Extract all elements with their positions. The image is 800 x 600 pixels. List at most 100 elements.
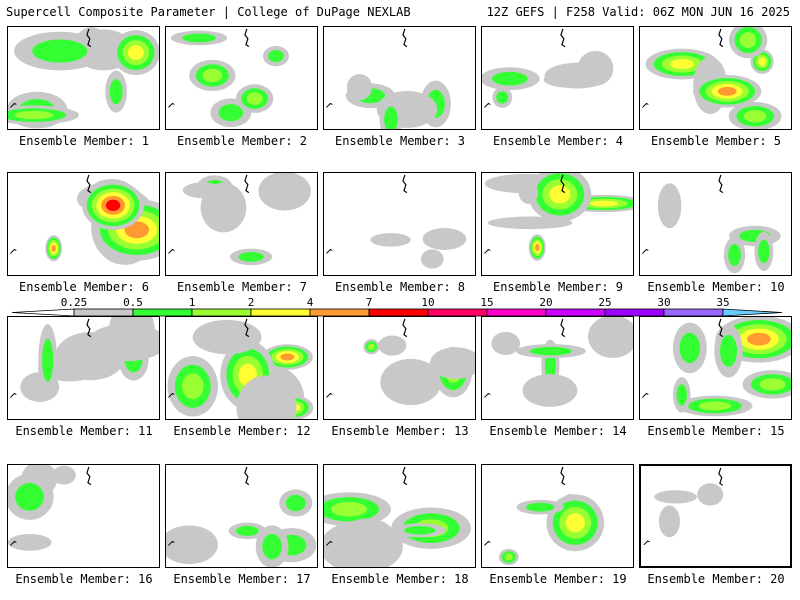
- coastline: [718, 467, 724, 486]
- scp-field-map: [482, 28, 614, 108]
- coastline: [560, 28, 566, 48]
- scp-contour-area: [218, 104, 244, 122]
- coastline: [484, 102, 491, 108]
- color-scale-legend: 0.25 0.5 1 2 4 7 10 15 20 25 30 35: [10, 296, 790, 318]
- scp-contour-area: [238, 251, 264, 262]
- scp-contour-area: [698, 401, 731, 411]
- scp-field-map: [167, 318, 314, 419]
- scp-contour-area: [105, 199, 121, 212]
- scp-contour-area: [518, 181, 539, 204]
- coastline: [560, 318, 566, 338]
- scp-contour-area: [525, 502, 555, 512]
- ensemble-member-map: [165, 316, 318, 420]
- colorbar-tick-label: 15: [480, 296, 493, 309]
- colorbar-tick-label: 30: [657, 296, 670, 309]
- scp-contour-area: [52, 465, 76, 485]
- ensemble-member-label: Ensemble Member: 6: [18, 280, 150, 294]
- scp-contour-area: [430, 347, 475, 379]
- colorbar-segment: [663, 308, 724, 317]
- coastline: [718, 174, 724, 194]
- scp-field-map: [166, 466, 317, 567]
- colorbar-segment: [368, 308, 429, 317]
- run-valid-time: 12Z GEFS | F258 Valid: 06Z MON JUN 16 20…: [486, 5, 790, 19]
- ensemble-member-map: [165, 172, 318, 276]
- coastline: [484, 392, 491, 398]
- ensemble-member-label: Ensemble Member: 4: [492, 134, 624, 148]
- ensemble-member-label: Ensemble Member: 11: [15, 424, 153, 438]
- scp-contour-area: [496, 91, 509, 104]
- ensemble-member-label: Ensemble Member: 12: [173, 424, 311, 438]
- colorbar-segment: [604, 308, 665, 317]
- scp-contour-area: [543, 71, 596, 88]
- scp-contour-area: [720, 334, 738, 367]
- scp-field-map: [168, 28, 289, 128]
- scp-contour-area: [739, 32, 757, 48]
- scp-field-map: [484, 317, 633, 407]
- colorbar-tick-label: 0.25: [61, 296, 88, 309]
- ensemble-member-map: [165, 26, 318, 130]
- colorbar-tick-label: 2: [248, 296, 255, 309]
- colorbar-tick-label: 1: [189, 296, 196, 309]
- coastline: [244, 466, 250, 486]
- scp-contour-area: [236, 375, 297, 419]
- coastline: [643, 540, 650, 546]
- ensemble-member-label: Ensemble Member: 15: [647, 424, 785, 438]
- ensemble-member-label: Ensemble Member: 5: [650, 134, 782, 148]
- colorbar-segment: [191, 308, 252, 317]
- scp-contour-area: [330, 501, 368, 517]
- colorbar-segment: [486, 308, 547, 317]
- scp-field-map: [10, 174, 159, 265]
- scp-contour-area: [384, 106, 398, 129]
- ensemble-member-map: [639, 464, 792, 568]
- coastline: [86, 174, 92, 194]
- colorbar-tick-label: 20: [539, 296, 552, 309]
- scp-contour-area: [534, 243, 540, 252]
- ensemble-member-label: Ensemble Member: 10: [647, 280, 785, 294]
- scp-contour-area: [370, 233, 411, 247]
- colorbar-segment: [250, 308, 311, 317]
- scp-contour-area: [109, 79, 123, 105]
- coastline: [402, 28, 408, 48]
- coastline: [402, 318, 408, 338]
- ensemble-member-label: Ensemble Member: 7: [176, 280, 308, 294]
- colorbar-low-arrow: [11, 308, 75, 317]
- scp-contour-area: [529, 346, 572, 356]
- scp-contour-area: [8, 534, 52, 551]
- scp-contour-area: [758, 57, 766, 66]
- scp-contour-area: [15, 483, 44, 511]
- coastline: [86, 318, 92, 338]
- scp-field-map: [10, 317, 159, 402]
- colorbar-tick-label: 4: [307, 296, 314, 309]
- colorbar-tick-label: 0.5: [123, 296, 143, 309]
- scp-contour-area: [522, 373, 578, 407]
- coastline: [642, 248, 649, 254]
- scp-contour-area: [280, 353, 295, 361]
- scp-contour-area: [658, 505, 681, 538]
- coastline: [10, 392, 17, 398]
- colorbar-segment: [427, 308, 488, 317]
- scp-contour-area: [127, 45, 144, 61]
- ensemble-member-map: [639, 26, 792, 130]
- coastline: [86, 28, 92, 48]
- ensemble-member-label: Ensemble Member: 1: [18, 134, 150, 148]
- coastline: [10, 540, 17, 546]
- ensemble-member-map: [7, 26, 160, 130]
- scp-contour-area: [717, 86, 737, 96]
- coastline: [10, 102, 17, 108]
- coastline: [168, 102, 175, 108]
- scp-contour-area: [422, 228, 467, 250]
- coastline: [560, 466, 566, 486]
- coastline: [718, 28, 724, 48]
- scp-contour-area: [491, 331, 521, 356]
- ensemble-member-map: [7, 316, 160, 420]
- colorbar-tick-label: 7: [366, 296, 373, 309]
- ensemble-member-label: Ensemble Member: 2: [176, 134, 308, 148]
- scp-contour-area: [420, 249, 444, 269]
- coastline: [642, 392, 649, 398]
- scp-contour-area: [728, 244, 741, 266]
- scp-contour-area: [367, 343, 375, 350]
- coastline: [326, 540, 333, 546]
- ensemble-member-map: [481, 26, 634, 130]
- scp-contour-area: [182, 33, 216, 43]
- scp-field-map: [326, 318, 475, 406]
